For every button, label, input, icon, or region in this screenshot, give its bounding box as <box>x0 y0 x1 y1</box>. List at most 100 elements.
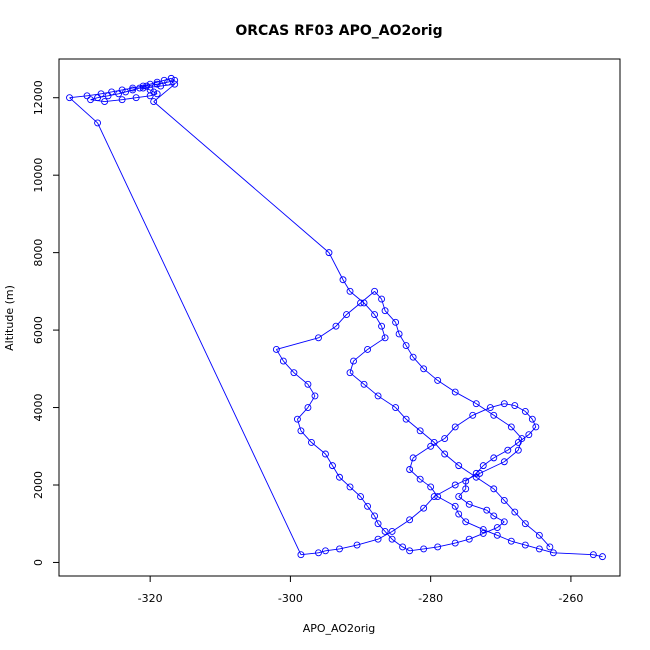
y-tick-label: 10000 <box>32 158 45 193</box>
data-point <box>336 545 343 553</box>
data-point <box>378 322 386 330</box>
data-point <box>521 407 529 415</box>
data-point <box>451 502 459 510</box>
data-point <box>455 462 463 470</box>
data-point <box>272 345 280 353</box>
data-point <box>346 483 354 491</box>
data-point <box>420 504 428 512</box>
chart-title: ORCAS RF03 APO_AO2orig <box>235 23 442 39</box>
series-segment <box>524 411 533 420</box>
data-point <box>381 334 389 342</box>
series-segment <box>458 513 467 523</box>
data-point <box>360 299 368 307</box>
data-point <box>402 415 410 423</box>
series-segment <box>493 488 505 501</box>
data-point <box>171 80 179 88</box>
x-tick-label: -260 <box>558 592 583 605</box>
series-segment <box>325 453 333 466</box>
x-axis-label: APO_AO2orig <box>303 622 376 635</box>
series-segment <box>483 529 498 536</box>
series-segment <box>374 314 382 327</box>
series-segment <box>307 384 316 397</box>
data-point <box>500 400 508 408</box>
series-segment <box>525 544 540 550</box>
series-segment <box>356 538 379 546</box>
series-segment <box>433 442 446 455</box>
series-segment <box>339 476 351 488</box>
data-point <box>164 78 172 86</box>
data-point <box>122 88 130 96</box>
data-point <box>416 475 424 483</box>
series-segment <box>374 291 382 300</box>
data-point <box>406 466 414 473</box>
data-point <box>104 92 112 100</box>
series-segment <box>297 407 309 420</box>
data-point <box>322 450 329 458</box>
data-point <box>94 94 102 102</box>
series-segment <box>395 322 400 335</box>
series-segment <box>405 345 414 358</box>
series-segment <box>332 465 340 478</box>
series-segment <box>539 548 554 554</box>
data-point <box>504 446 512 454</box>
data-point <box>146 86 154 94</box>
data-point <box>507 537 515 545</box>
data-point <box>157 82 165 90</box>
data-point <box>153 90 161 98</box>
data-point <box>455 510 463 518</box>
data-point <box>451 481 459 489</box>
data-point <box>167 74 175 82</box>
data-point <box>297 551 305 559</box>
series-segment <box>458 488 467 497</box>
series-segment <box>455 538 470 544</box>
data-point <box>511 508 519 516</box>
series-segment <box>349 360 354 373</box>
data-point <box>399 543 407 551</box>
series-segment <box>125 89 133 93</box>
data-point <box>322 547 329 555</box>
data-point <box>465 535 473 543</box>
data-point <box>329 462 336 470</box>
series-segment <box>539 535 551 548</box>
data-point <box>371 287 379 295</box>
series-segment <box>122 97 137 101</box>
data-point <box>500 458 508 466</box>
y-tick-label: 8000 <box>32 239 45 267</box>
series-segment <box>493 449 509 459</box>
data-point <box>83 92 91 100</box>
series-segment <box>454 391 477 405</box>
series-segment <box>444 426 456 439</box>
series-segment <box>486 509 495 517</box>
data-point <box>336 473 343 481</box>
series-segment <box>342 279 351 292</box>
data-point <box>462 485 470 493</box>
series-segment <box>510 426 523 439</box>
series-segment <box>409 457 414 470</box>
data-point <box>311 392 319 400</box>
series-segment <box>90 97 98 101</box>
series-segment <box>475 476 495 490</box>
series-segment <box>69 97 98 124</box>
data-point <box>451 423 459 431</box>
data-point <box>535 545 543 553</box>
series-segment <box>367 337 386 350</box>
data-point <box>430 438 438 446</box>
data-point <box>118 86 126 94</box>
series-segment <box>493 515 505 523</box>
plot-frame <box>58 58 621 577</box>
series-segment <box>395 407 407 420</box>
data-point <box>115 90 123 98</box>
data-point <box>353 541 361 549</box>
data-point <box>87 96 95 104</box>
data-point <box>420 545 428 553</box>
data-point <box>381 528 389 535</box>
data-point <box>479 526 487 533</box>
plot-area <box>66 74 606 561</box>
series-segment <box>296 419 302 431</box>
series-segment <box>553 552 594 556</box>
data-point <box>304 404 312 411</box>
data-point <box>434 376 442 384</box>
y-axis-label: Altitude (m) <box>3 285 16 351</box>
series-segment <box>318 550 326 554</box>
series-segment <box>455 472 480 486</box>
